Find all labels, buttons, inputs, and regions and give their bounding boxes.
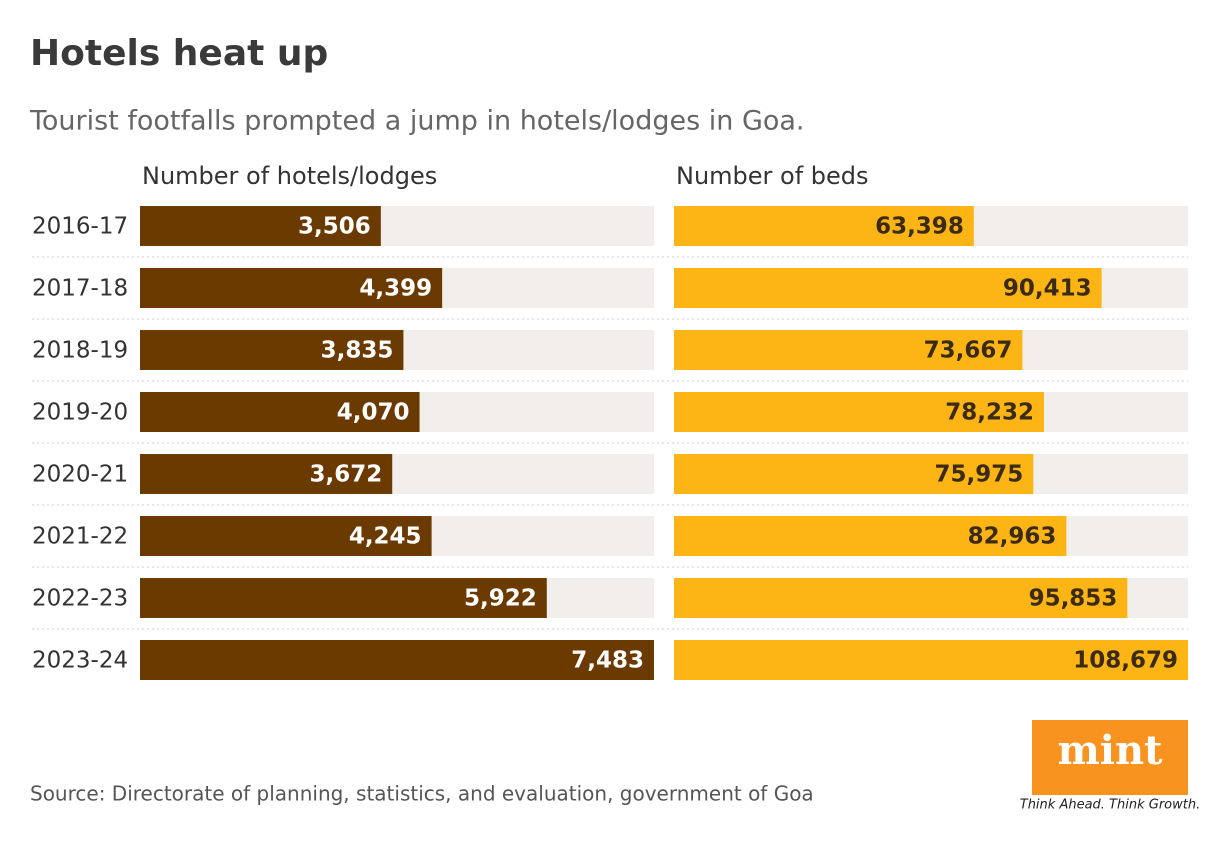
bar	[140, 392, 420, 432]
bar	[674, 330, 1023, 370]
value-label: 5,922	[464, 586, 537, 612]
bar	[674, 578, 1128, 618]
value-label: 7,483	[571, 648, 644, 674]
category-label: 2021-22	[32, 524, 128, 550]
bar	[140, 206, 381, 246]
value-label: 95,853	[1029, 586, 1118, 612]
category-label: 2020-21	[32, 462, 128, 488]
chart-title: Hotels heat up	[30, 33, 328, 74]
value-label: 3,672	[309, 462, 382, 488]
bar	[140, 578, 547, 618]
panel-title: Number of hotels/lodges	[142, 162, 437, 190]
bar	[140, 268, 443, 308]
bar	[674, 206, 974, 246]
value-label: 73,667	[924, 338, 1013, 364]
value-label: 4,399	[359, 276, 432, 302]
category-label: 2023-24	[32, 648, 128, 674]
value-label: 108,679	[1073, 648, 1178, 674]
logo: mint	[1057, 727, 1163, 774]
value-label: 63,398	[875, 214, 964, 240]
bar	[674, 516, 1067, 556]
panel-title: Number of beds	[676, 162, 869, 190]
logo-box	[1032, 720, 1188, 795]
category-label: 2017-18	[32, 276, 128, 302]
value-label: 90,413	[1003, 276, 1092, 302]
bar	[674, 640, 1188, 680]
value-label: 82,963	[968, 524, 1057, 550]
value-label: 75,975	[935, 462, 1024, 488]
value-label: 78,232	[945, 400, 1034, 426]
bar	[140, 330, 404, 370]
bar	[674, 268, 1102, 308]
bar	[674, 392, 1045, 432]
value-label: 4,070	[337, 400, 410, 426]
category-label: 2018-19	[32, 338, 128, 364]
value-label: 3,835	[321, 338, 394, 364]
value-label: 3,506	[298, 214, 371, 240]
category-label: 2019-20	[32, 400, 128, 426]
category-label: 2016-17	[32, 214, 128, 240]
source: Source: Directorate of planning, statist…	[30, 782, 814, 806]
bar	[140, 454, 393, 494]
category-label: 2022-23	[32, 586, 128, 612]
bar	[674, 454, 1034, 494]
chart-subtitle: Tourist footfalls prompted a jump in hot…	[29, 106, 805, 137]
value-label: 4,245	[349, 524, 422, 550]
bar	[140, 640, 654, 680]
bar	[140, 516, 432, 556]
logo-tagline: Think Ahead. Think Growth.	[1020, 798, 1200, 813]
